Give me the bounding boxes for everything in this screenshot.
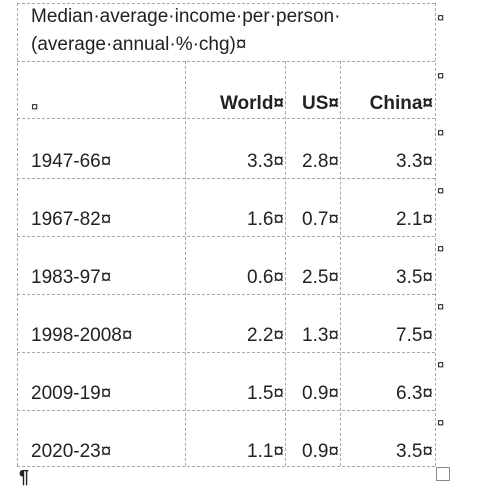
row-china-value[interactable]: 3.5¤ bbox=[396, 441, 433, 462]
row-period[interactable]: 1967-82¤ bbox=[31, 209, 112, 230]
row-china-value[interactable]: 6.3¤ bbox=[396, 383, 433, 404]
end-of-row-mark: ¤ bbox=[437, 125, 445, 140]
row-period[interactable]: 2020-23¤ bbox=[31, 441, 112, 462]
table-column-divider bbox=[285, 61, 286, 466]
row-world-value[interactable]: 3.3¤ bbox=[247, 151, 284, 172]
row-us-value[interactable]: 1.3¤ bbox=[302, 325, 339, 346]
header-us[interactable]: US¤ bbox=[302, 93, 339, 114]
row-period[interactable]: 1983-97¤ bbox=[31, 267, 112, 288]
row-period[interactable]: 2009-19¤ bbox=[31, 383, 112, 404]
row-world-value[interactable]: 1.5¤ bbox=[247, 383, 284, 404]
table-column-divider bbox=[340, 61, 341, 466]
end-of-row-mark: ¤ bbox=[437, 415, 445, 430]
table-gridline bbox=[17, 410, 435, 411]
row-period[interactable]: 1998-2008¤ bbox=[31, 325, 133, 346]
row-world-value[interactable]: 2.2¤ bbox=[247, 325, 284, 346]
row-china-value[interactable]: 3.3¤ bbox=[396, 151, 433, 172]
row-us-value[interactable]: 0.9¤ bbox=[302, 383, 339, 404]
table-gridline bbox=[17, 118, 435, 119]
table-gridline bbox=[17, 178, 435, 179]
row-us-value[interactable]: 0.7¤ bbox=[302, 209, 339, 230]
end-of-row-mark: ¤ bbox=[437, 10, 445, 25]
row-us-value[interactable]: 0.9¤ bbox=[302, 441, 339, 462]
end-of-row-mark: ¤ bbox=[437, 299, 445, 314]
table-border-right bbox=[435, 3, 436, 466]
row-china-value[interactable]: 7.5¤ bbox=[396, 325, 433, 346]
row-world-value[interactable]: 1.6¤ bbox=[247, 209, 284, 230]
table-resize-handle[interactable] bbox=[436, 467, 450, 481]
table-border-bottom bbox=[17, 466, 435, 467]
table-gridline bbox=[17, 352, 435, 353]
header-blank-cell[interactable]: ¤ bbox=[31, 99, 39, 114]
end-of-row-mark: ¤ bbox=[437, 357, 445, 372]
row-us-value[interactable]: 2.5¤ bbox=[302, 267, 339, 288]
header-china[interactable]: China¤ bbox=[369, 93, 433, 114]
end-of-row-mark: ¤ bbox=[437, 183, 445, 198]
row-china-value[interactable]: 2.1¤ bbox=[396, 209, 433, 230]
table-border-left bbox=[17, 3, 18, 466]
table-title-line-1[interactable]: Median·average·income·per·person· bbox=[31, 6, 341, 27]
row-period[interactable]: 1947-66¤ bbox=[31, 151, 112, 172]
table-border-top bbox=[17, 3, 435, 4]
row-world-value[interactable]: 0.6¤ bbox=[247, 267, 284, 288]
table-gridline bbox=[17, 294, 435, 295]
header-world[interactable]: World¤ bbox=[219, 93, 284, 114]
table-column-divider bbox=[185, 61, 186, 466]
row-china-value[interactable]: 3.5¤ bbox=[396, 267, 433, 288]
paragraph-mark[interactable]: ¶ bbox=[19, 467, 30, 487]
table-gridline bbox=[17, 61, 435, 62]
table-title-line-2[interactable]: (average·annual·%·chg)¤ bbox=[31, 34, 247, 55]
row-world-value[interactable]: 1.1¤ bbox=[247, 441, 284, 462]
table-gridline bbox=[17, 236, 435, 237]
end-of-row-mark: ¤ bbox=[437, 68, 445, 83]
end-of-row-mark: ¤ bbox=[437, 241, 445, 256]
row-us-value[interactable]: 2.8¤ bbox=[302, 151, 339, 172]
